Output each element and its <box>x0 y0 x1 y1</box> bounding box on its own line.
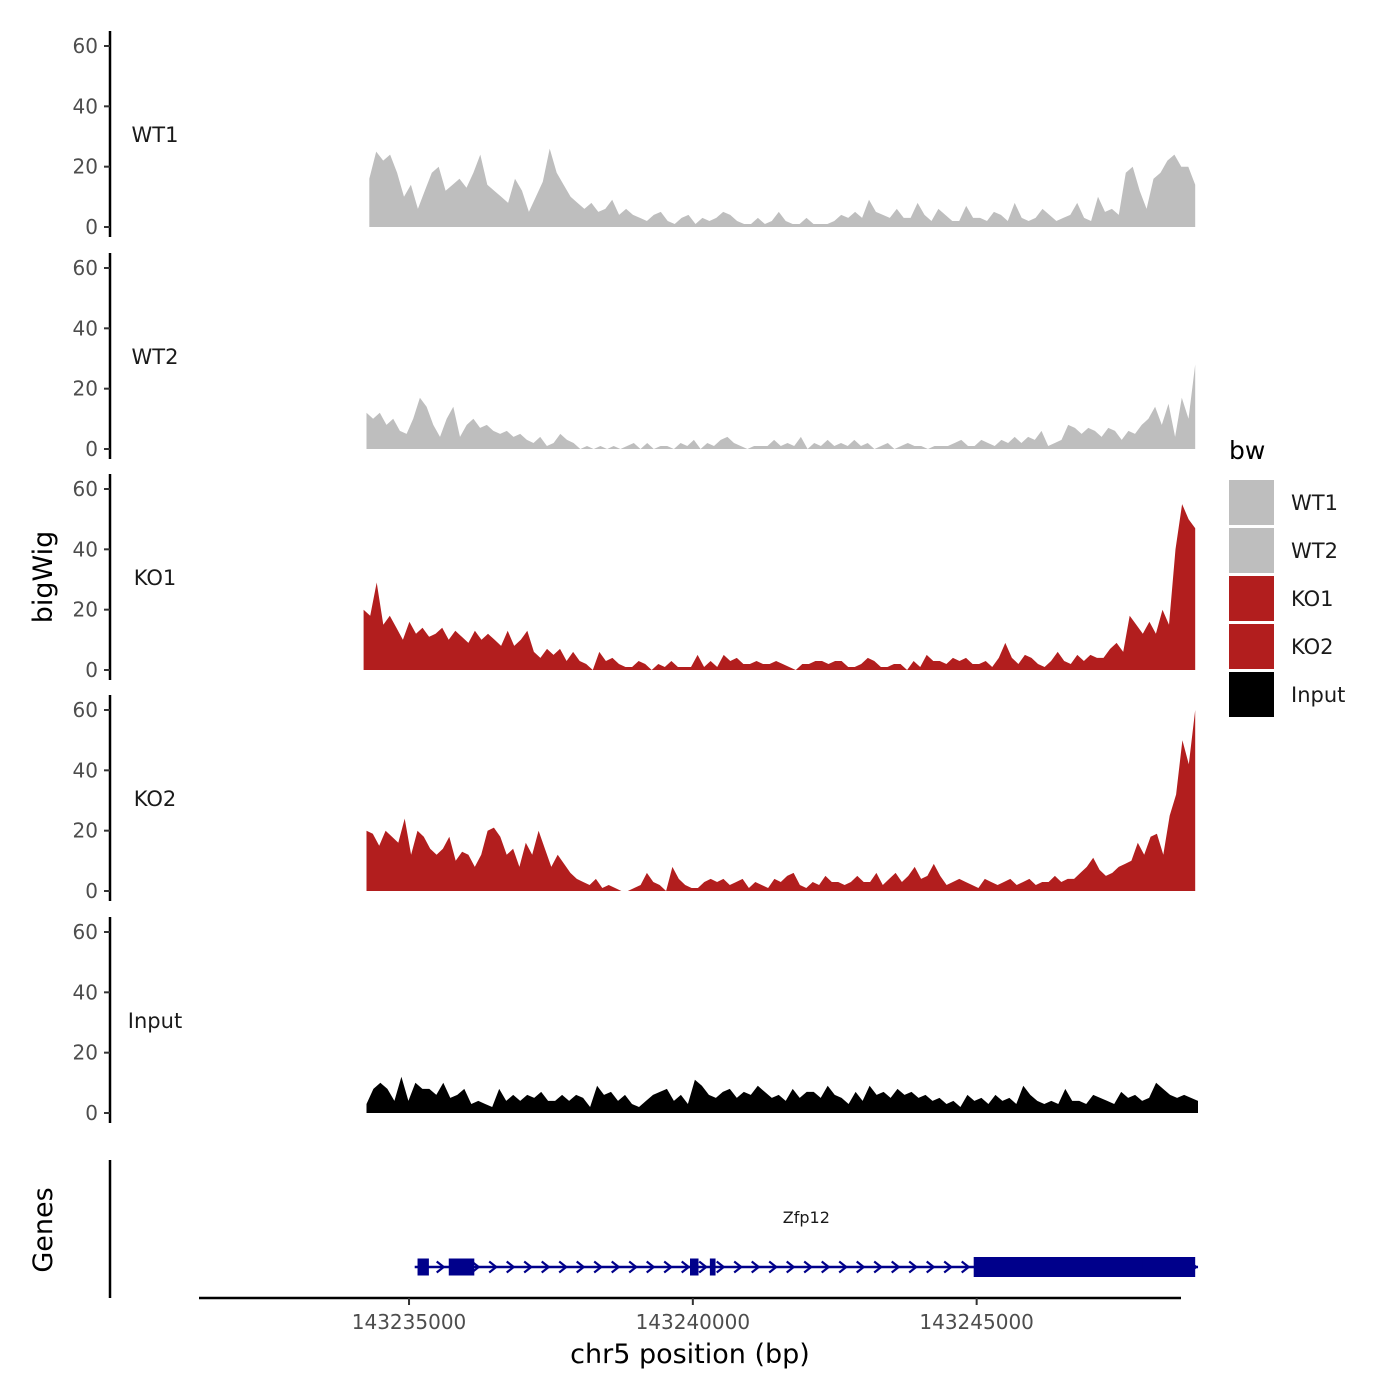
y-tick-label: 20 <box>73 1041 98 1065</box>
strand-arrow <box>873 1260 883 1274</box>
y-tick-label: 40 <box>73 537 98 561</box>
strand-arrow <box>576 1260 586 1274</box>
track-input: 0 20 40 60 Input <box>73 917 1198 1125</box>
x-tick-label: 143240000 <box>636 1310 751 1334</box>
y-tick-label: 60 <box>73 477 98 501</box>
strand-arrow <box>768 1260 778 1274</box>
genes-axis-title: Genes <box>28 1187 59 1272</box>
y-tick-label: 20 <box>73 377 98 401</box>
strand-arrow <box>523 1260 533 1274</box>
x-axis-title: chr5 position (bp) <box>570 1339 810 1370</box>
strand-arrow <box>646 1260 656 1274</box>
x-tick-label: 143245000 <box>919 1310 1034 1334</box>
exon-cds <box>973 1257 1143 1277</box>
legend-label: Input <box>1291 683 1345 707</box>
track-label: KO1 <box>134 566 177 590</box>
coverage-area <box>369 148 1196 227</box>
track-label: WT1 <box>132 123 179 147</box>
y-tick-label: 60 <box>73 920 98 944</box>
legend-label: WT1 <box>1291 491 1338 515</box>
strand-arrow <box>628 1260 638 1274</box>
strand-arrow <box>908 1260 918 1274</box>
track-wt2: 0 20 40 60 WT2 <box>73 253 1196 461</box>
y-tick-label: 40 <box>73 94 98 118</box>
y-tick-label: 0 <box>85 215 98 239</box>
coverage-area <box>366 1076 1198 1113</box>
y-tick-label: 20 <box>73 155 98 179</box>
legend-label: KO1 <box>1291 587 1334 611</box>
legend-title: bw <box>1229 436 1265 465</box>
strand-arrow <box>681 1260 691 1274</box>
exon-block <box>417 1258 429 1276</box>
coverage-area <box>366 364 1196 449</box>
y-axis-title: bigWig <box>28 531 59 624</box>
track-label: WT2 <box>132 345 179 369</box>
y-tick-label: 20 <box>73 819 98 843</box>
strand-arrow <box>786 1260 796 1274</box>
y-tick-label: 60 <box>73 34 98 58</box>
y-tick-label: 0 <box>85 658 98 682</box>
legend-label: WT2 <box>1291 539 1338 563</box>
coverage-area <box>363 504 1196 670</box>
strand-arrow <box>961 1260 971 1274</box>
y-tick-label: 0 <box>85 437 98 461</box>
strand-arrow <box>663 1260 673 1274</box>
y-tick-label: 0 <box>85 1101 98 1125</box>
strand-arrow <box>611 1260 621 1274</box>
strand-arrow <box>821 1260 831 1274</box>
gene-track: Genes Zfp12 <box>28 1160 1199 1298</box>
track-ko2: 0 20 40 60 KO2 <box>73 695 1196 903</box>
strand-arrow <box>838 1260 848 1274</box>
y-tick-label: 40 <box>73 980 98 1004</box>
exon-block <box>690 1258 699 1276</box>
track-label: KO2 <box>134 787 177 811</box>
y-tick-label: 20 <box>73 598 98 622</box>
y-tick-label: 40 <box>73 316 98 340</box>
strand-arrow <box>943 1260 953 1274</box>
y-tick-label: 0 <box>85 879 98 903</box>
exon-block <box>709 1258 716 1276</box>
strand-arrow <box>733 1260 743 1274</box>
legend: bw WT1 WT2 KO1 KO2 Input <box>1229 436 1345 717</box>
strand-arrow <box>488 1260 498 1274</box>
legend-key <box>1229 480 1274 525</box>
strand-arrow <box>436 1260 446 1274</box>
track-ko1: 0 20 40 60 KO1 <box>73 474 1196 682</box>
y-tick-label: 60 <box>73 256 98 280</box>
strand-arrow <box>593 1260 603 1274</box>
strand-arrow <box>558 1260 568 1274</box>
strand-arrow <box>541 1260 551 1274</box>
tracks-layer: 0 20 40 60 WT1 0 20 40 60 WT2 0 20 40 60 KO1 0 20 40 60 KO2… <box>73 31 1198 1125</box>
strand-arrow <box>506 1260 516 1274</box>
y-tick-label: 40 <box>73 758 98 782</box>
track-wt1: 0 20 40 60 WT1 <box>73 31 1196 239</box>
gene-label: Zfp12 <box>783 1208 830 1227</box>
strand-arrow <box>891 1260 901 1274</box>
track-label: Input <box>128 1009 182 1033</box>
strand-arrow <box>751 1260 761 1274</box>
legend-key <box>1229 528 1274 573</box>
coverage-area <box>366 710 1196 891</box>
exon-block <box>448 1258 475 1276</box>
legend-label: KO2 <box>1291 635 1334 659</box>
x-axis: chr5 position (bp) 143235000 143240000 143… <box>199 1296 1181 1370</box>
strand-arrow <box>698 1260 708 1274</box>
strand-arrow <box>856 1260 866 1274</box>
legend-key <box>1229 672 1274 717</box>
y-tick-label: 60 <box>73 698 98 722</box>
legend-key <box>1229 576 1274 621</box>
x-tick-label: 143235000 <box>352 1310 467 1334</box>
strand-arrow <box>803 1260 813 1274</box>
legend-key <box>1229 624 1274 669</box>
strand-arrow <box>716 1260 726 1274</box>
strand-arrow <box>926 1260 936 1274</box>
